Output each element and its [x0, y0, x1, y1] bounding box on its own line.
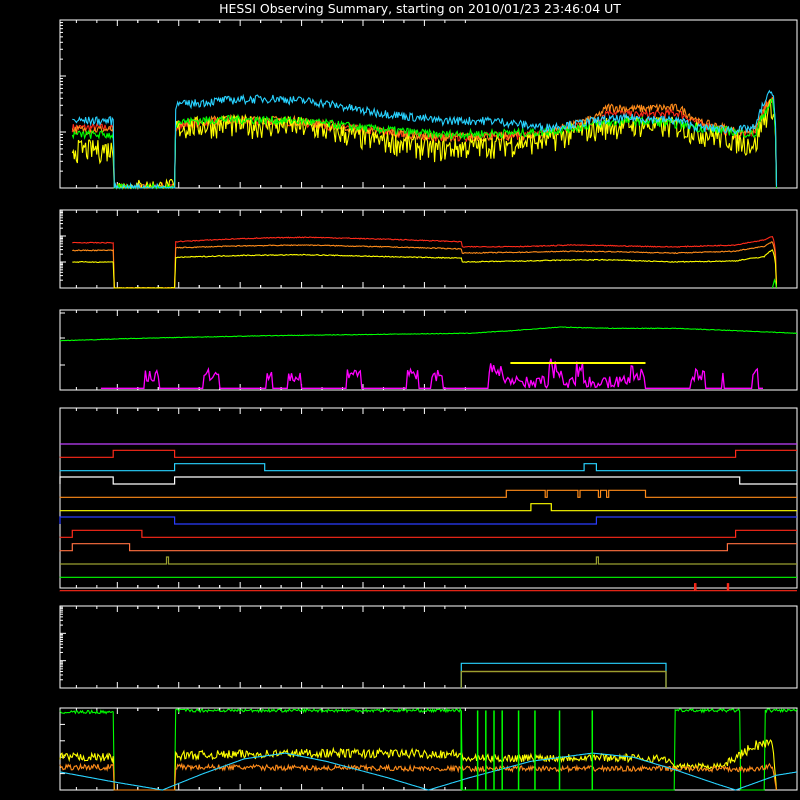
- flag-trace: [59, 489, 797, 498]
- panel-low-energy: [59, 19, 798, 191]
- flag-trace: [59, 476, 797, 485]
- series-line: [100, 358, 763, 389]
- panel-frame: [59, 209, 798, 289]
- flag-trace: [59, 503, 797, 512]
- series-line: [72, 241, 778, 289]
- flag-trace: [59, 449, 797, 458]
- series-line: [71, 99, 778, 190]
- flag-trace: [59, 516, 797, 525]
- panels-container: [59, 19, 798, 791]
- panel-geometry: [59, 707, 798, 791]
- series-line: [460, 670, 667, 688]
- panel-frame: [59, 309, 798, 391]
- panel-flags: [59, 407, 798, 592]
- series-line: [71, 98, 778, 191]
- panel-goes: [59, 309, 798, 391]
- panel-frame: [59, 19, 798, 189]
- panel-frame: [59, 707, 798, 791]
- panel-high-energy: [59, 209, 798, 289]
- flag-trace: [59, 463, 797, 472]
- figure-title: HESSI Observing Summary, starting on 201…: [219, 1, 621, 16]
- series-line: [460, 670, 667, 688]
- series-line: [771, 278, 778, 289]
- series-line: [59, 707, 798, 791]
- series-line: [59, 739, 778, 791]
- series-line: [72, 89, 778, 190]
- series-line: [59, 762, 778, 791]
- series-line: [59, 752, 798, 791]
- panel-frame: [59, 407, 798, 589]
- panel-decimation: [59, 605, 798, 689]
- series-line: [460, 662, 667, 688]
- series-line: [59, 326, 797, 342]
- panel-frame: [59, 605, 798, 689]
- flag-trace: [59, 583, 797, 592]
- series-line: [72, 249, 778, 289]
- series-line: [72, 235, 778, 289]
- flag-trace: [59, 543, 797, 552]
- flag-trace: [59, 529, 797, 538]
- flag-trace: [60, 556, 797, 565]
